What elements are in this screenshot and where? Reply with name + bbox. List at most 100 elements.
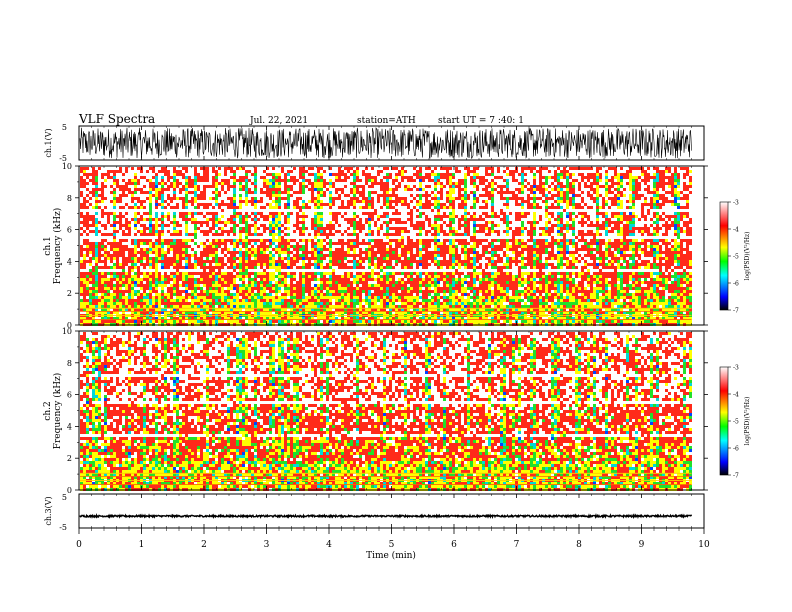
- spec1-cell: [449, 263, 452, 266]
- spec1-cell: [278, 200, 281, 203]
- spec1-cell: [290, 176, 293, 179]
- spec1-cell: [131, 269, 134, 272]
- spec1-cell: [203, 293, 206, 296]
- spec1-cell: [272, 194, 275, 197]
- spec1-cell: [80, 245, 83, 248]
- spec1-cell: [278, 188, 281, 191]
- spec1-cell: [320, 230, 323, 233]
- spec1-cell: [152, 320, 155, 323]
- spec1-cell: [176, 230, 179, 233]
- spec1-cell: [395, 239, 398, 242]
- spec1-cell: [152, 287, 155, 290]
- spec1-cell: [302, 203, 305, 206]
- spec1-cell: [401, 230, 404, 233]
- spec1-cell: [326, 242, 329, 245]
- spec1-cell: [347, 284, 350, 287]
- spec1-cell: [170, 305, 173, 308]
- spec1-cell: [428, 251, 431, 254]
- spec1-cell: [137, 260, 140, 263]
- spec1-cell: [80, 260, 83, 263]
- spec1-cell: [134, 239, 137, 242]
- spec1-cell: [185, 251, 188, 254]
- spec1-cell: [140, 278, 143, 281]
- spec1-cell: [401, 272, 404, 275]
- spec1-cell: [137, 284, 140, 287]
- spec1-cell: [314, 290, 317, 293]
- spec1-cell: [452, 227, 455, 230]
- spec1-cell: [344, 293, 347, 296]
- spec1-cell: [404, 197, 407, 200]
- spec1-cell: [389, 251, 392, 254]
- spec1-cell: [164, 170, 167, 173]
- spec1-cell: [422, 257, 425, 260]
- spec1-cell: [311, 248, 314, 251]
- spec1-cell: [149, 206, 152, 209]
- spec1-cell: [128, 227, 131, 230]
- spec1-cell: [344, 278, 347, 281]
- spec1-cell: [251, 197, 254, 200]
- spec1-cell: [341, 170, 344, 173]
- spec1-cell: [116, 305, 119, 308]
- spec1-cell: [164, 167, 167, 170]
- spec1-cell: [467, 251, 470, 254]
- spec1-cell: [98, 200, 101, 203]
- spec1-cell: [413, 317, 416, 320]
- spec1-cell: [191, 308, 194, 311]
- spec1-cell: [317, 197, 320, 200]
- spec1-cell: [203, 320, 206, 323]
- spec1-cell: [248, 254, 251, 257]
- spec1-cell: [455, 230, 458, 233]
- spec1-cell: [434, 236, 437, 239]
- spec1-cell: [239, 203, 242, 206]
- spec1-cell: [317, 200, 320, 203]
- spec1-cell: [461, 233, 464, 236]
- spec1-cell: [329, 227, 332, 230]
- spec1-cell: [131, 167, 134, 170]
- spec1-cell: [155, 239, 158, 242]
- spec1-cell: [302, 260, 305, 263]
- spec1-cell: [215, 182, 218, 185]
- spec1-cell: [443, 299, 446, 302]
- spec1-cell: [92, 191, 95, 194]
- spec1-cell: [239, 212, 242, 215]
- spec1-cell: [305, 254, 308, 257]
- spec1-cell: [260, 239, 263, 242]
- spec1-cell: [275, 287, 278, 290]
- spec1-cell: [83, 206, 86, 209]
- spec1-cell: [257, 257, 260, 260]
- spec1-cell: [401, 305, 404, 308]
- spec1-cell: [356, 173, 359, 176]
- spec1-cell: [299, 320, 302, 323]
- spec1-cell: [152, 263, 155, 266]
- spec1-cell: [233, 209, 236, 212]
- spec1-cell: [338, 194, 341, 197]
- spec1-cell: [206, 218, 209, 221]
- spec1-cell: [443, 272, 446, 275]
- spec1-cell: [278, 257, 281, 260]
- spec1-cell: [218, 305, 221, 308]
- spec1-cell: [152, 296, 155, 299]
- spec1-cell: [278, 182, 281, 185]
- spec1-cell: [392, 191, 395, 194]
- spec1-cell: [359, 191, 362, 194]
- spec1-cell: [239, 317, 242, 320]
- spec1-cell: [356, 200, 359, 203]
- spec1-cell: [368, 293, 371, 296]
- spec1-cell: [239, 254, 242, 257]
- spec1-cell: [158, 182, 161, 185]
- spec1-cell: [191, 272, 194, 275]
- spec1-cell: [272, 242, 275, 245]
- spec1-cell: [422, 308, 425, 311]
- spec1-cell: [272, 224, 275, 227]
- spec1-cell: [227, 182, 230, 185]
- spec1-cell: [452, 173, 455, 176]
- spec1-cell: [431, 320, 434, 323]
- spec1-cell: [179, 212, 182, 215]
- spec1-cell: [347, 308, 350, 311]
- spec1-cell: [83, 266, 86, 269]
- spec1-cell: [215, 242, 218, 245]
- spec1-cell: [254, 317, 257, 320]
- spec1-cell: [320, 188, 323, 191]
- spec1-cell: [104, 299, 107, 302]
- spec1-cell: [230, 185, 233, 188]
